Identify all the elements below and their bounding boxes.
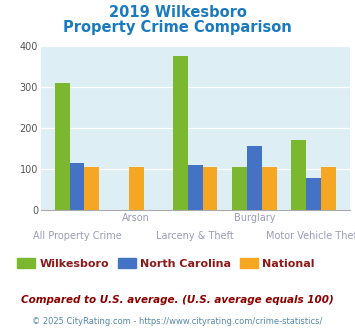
Bar	[70, 163, 84, 210]
Bar	[173, 56, 188, 210]
Bar	[247, 146, 262, 210]
Legend: Wilkesboro, North Carolina, National: Wilkesboro, North Carolina, National	[13, 254, 319, 273]
Text: © 2025 CityRating.com - https://www.cityrating.com/crime-statistics/: © 2025 CityRating.com - https://www.city…	[32, 317, 323, 326]
Text: Larceny & Theft: Larceny & Theft	[156, 231, 234, 241]
Bar	[232, 167, 247, 210]
Bar	[188, 165, 203, 210]
Text: Motor Vehicle Theft: Motor Vehicle Theft	[266, 231, 355, 241]
Bar	[262, 168, 277, 210]
Text: 2019 Wilkesboro: 2019 Wilkesboro	[109, 5, 246, 20]
Bar	[203, 168, 217, 210]
Text: Property Crime Comparison: Property Crime Comparison	[63, 20, 292, 35]
Bar	[291, 140, 306, 210]
Bar	[55, 83, 70, 210]
Text: All Property Crime: All Property Crime	[33, 231, 121, 241]
Bar	[321, 168, 335, 210]
Text: Arson: Arson	[122, 213, 150, 223]
Text: Burglary: Burglary	[234, 213, 275, 223]
Bar	[306, 178, 321, 210]
Bar	[84, 168, 99, 210]
Text: Compared to U.S. average. (U.S. average equals 100): Compared to U.S. average. (U.S. average …	[21, 295, 334, 305]
Bar	[129, 168, 143, 210]
